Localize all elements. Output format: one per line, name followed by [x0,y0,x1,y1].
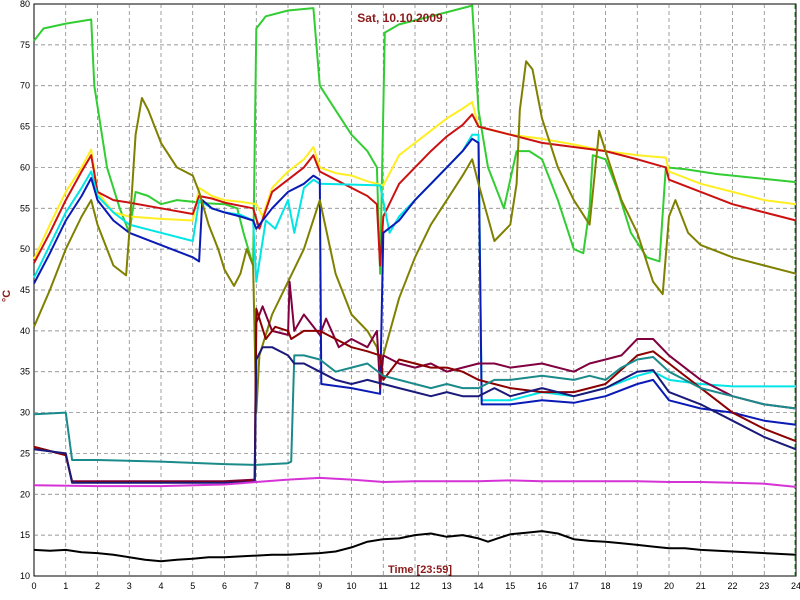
y-tick-label: 55 [20,203,30,213]
y-tick-label: 10 [20,571,30,581]
x-tick-label: 0 [31,581,36,591]
x-tick-label: 2 [95,581,100,591]
x-tick-label: 10 [346,581,356,591]
x-tick-label: 7 [254,581,259,591]
y-tick-label: 30 [20,408,30,418]
x-tick-label: 24 [791,581,800,591]
y-tick-label: 25 [20,448,30,458]
series-line-5 [33,137,797,426]
x-axis-label: Time [23:59] [388,564,452,576]
x-tick-label: 5 [190,581,195,591]
x-tick-label: 16 [537,581,547,591]
y-tick-label: 75 [20,40,30,50]
x-tick-label: 13 [442,581,452,591]
y-tick-label: 65 [20,122,30,132]
x-tick-label: 18 [600,581,610,591]
y-tick-label: 70 [20,81,30,91]
x-tick-label: 1 [63,581,68,591]
x-tick-label: 6 [222,581,227,591]
series-line-3 [33,113,797,267]
x-tick-label: 8 [285,581,290,591]
y-tick-label: 45 [20,285,30,295]
x-tick-label: 3 [127,581,132,591]
x-tick-label: 20 [664,581,674,591]
x-tick-label: 12 [410,581,420,591]
y-tick-label: 40 [20,326,30,336]
x-tick-label: 17 [569,581,579,591]
series-line-12 [33,530,797,563]
x-tick-label: 15 [505,581,515,591]
series-line-11 [33,476,797,488]
tick-labels: 0 1 2 3 4 5 6 7 8 9 10 11 12 13 14 15 16 17 18 19 20 21 22 23 24… [20,0,800,591]
x-tick-label: 11 [379,581,388,591]
y-tick-label: 15 [20,530,30,540]
series-line-9 [33,354,797,466]
chart-title: Sat, 10.10.2009 [357,11,443,25]
y-tick-label: 50 [20,244,30,254]
x-tick-label: 23 [759,581,769,591]
y-tick-label: 35 [20,367,30,377]
x-tick-label: 9 [317,581,322,591]
x-tick-label: 4 [158,581,163,591]
y-axis-label: °C [1,290,13,302]
x-tick-label: 19 [632,581,642,591]
x-tick-label: 22 [727,581,737,591]
series-group [33,4,797,563]
y-tick-label: 60 [20,162,30,172]
x-tick-label: 21 [696,581,706,591]
y-tick-label: 20 [20,489,30,499]
x-tick-label: 14 [473,581,483,591]
y-tick-label: 80 [20,0,30,9]
